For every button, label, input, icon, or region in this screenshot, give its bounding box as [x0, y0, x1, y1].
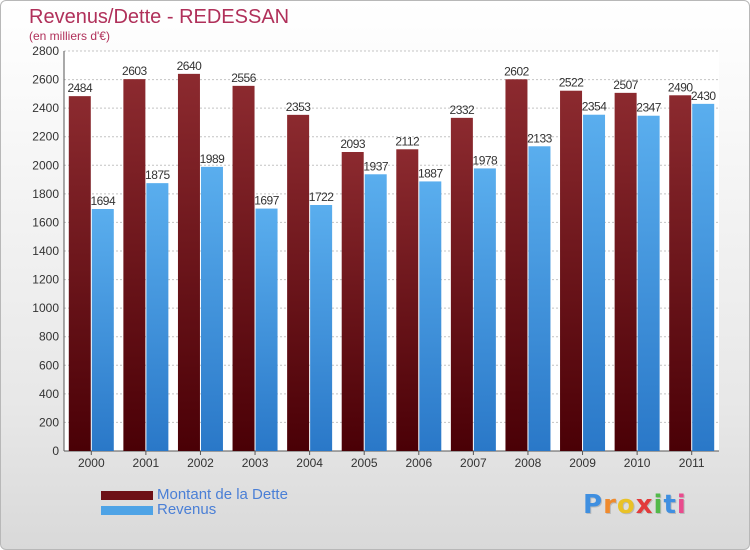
bar-revenus	[473, 168, 496, 451]
bar-dette	[669, 95, 692, 452]
data-label-dette: 2112	[395, 134, 420, 148]
x-tick-label: 2003	[242, 456, 269, 470]
bar-revenus	[637, 115, 660, 451]
data-label-dette: 2507	[613, 78, 639, 92]
logo-letter: i	[676, 490, 687, 520]
y-tick-label: 1600	[32, 215, 59, 229]
bar-revenus	[692, 103, 715, 451]
bar-dette	[232, 85, 255, 451]
x-tick-label: 2002	[187, 456, 214, 470]
data-label-dette: 2490	[668, 80, 694, 94]
x-tick-label: 2006	[405, 456, 432, 470]
logo-letter: i	[653, 490, 664, 520]
x-tick-label: 2000	[78, 456, 105, 470]
data-label-revenus: 1887	[418, 166, 444, 180]
x-tick-label: 2008	[515, 456, 542, 470]
data-label-dette: 2093	[340, 137, 366, 151]
data-label-revenus: 2430	[691, 89, 717, 103]
y-tick-label: 2800	[32, 44, 59, 58]
bar-revenus	[146, 183, 169, 451]
bar-dette	[450, 117, 473, 451]
y-tick-label: 1800	[32, 187, 59, 201]
data-label-dette: 2556	[231, 71, 257, 85]
y-tick-label: 600	[39, 358, 59, 372]
x-tick-label: 2011	[679, 456, 705, 470]
bar-dette	[123, 79, 146, 452]
data-label-dette: 2602	[504, 64, 530, 78]
bar-dette	[68, 96, 91, 452]
x-tick-label: 2001	[133, 456, 160, 470]
data-label-revenus: 2354	[582, 100, 608, 114]
bar-revenus	[583, 114, 606, 451]
logo-letter: P	[583, 490, 604, 520]
bar-dette	[177, 73, 200, 451]
data-label-revenus: 1875	[145, 168, 171, 182]
logo-letter: r	[603, 490, 617, 520]
bar-dette	[505, 79, 528, 452]
bar-revenus	[200, 166, 223, 451]
x-tick-label: 2004	[296, 456, 323, 470]
y-tick-label: 2400	[32, 101, 59, 115]
logo-letter: o	[616, 490, 636, 520]
data-label-dette: 2603	[122, 64, 148, 78]
y-tick-label: 800	[39, 330, 59, 344]
x-tick-label: 2010	[624, 456, 651, 470]
bar-revenus	[310, 205, 333, 451]
bar-dette	[287, 114, 310, 451]
data-label-revenus: 2133	[527, 131, 553, 145]
data-label-revenus: 1989	[200, 152, 226, 166]
legend-label-dette: Montant de la Dette	[157, 486, 288, 503]
x-tick-label: 2009	[569, 456, 596, 470]
data-label-revenus: 1694	[90, 194, 116, 208]
y-tick-label: 1000	[32, 301, 59, 315]
logo-letter: t	[663, 490, 677, 520]
legend-swatch-revenus	[101, 506, 153, 515]
data-label-dette: 2484	[67, 81, 93, 95]
y-tick-label: 2200	[32, 130, 59, 144]
bar-dette	[396, 149, 419, 452]
bar-dette	[614, 92, 637, 451]
y-tick-label: 1400	[32, 244, 59, 258]
data-label-dette: 2332	[450, 103, 476, 117]
bar-revenus	[364, 174, 387, 452]
data-label-dette: 2353	[286, 100, 312, 114]
bar-revenus	[255, 208, 278, 451]
y-tick-label: 2000	[32, 158, 59, 172]
bar-dette	[560, 90, 583, 451]
data-label-revenus: 1978	[473, 153, 499, 167]
chart-title: Revenus/Dette - REDESSAN	[29, 6, 290, 28]
y-tick-label: 1200	[32, 273, 59, 287]
bar-revenus	[528, 146, 551, 452]
legend-label-revenus: Revenus	[157, 501, 217, 518]
logo-letter: x	[635, 490, 654, 520]
legend-swatch-dette	[101, 491, 153, 500]
bar-dette	[341, 152, 364, 451]
data-label-revenus: 2347	[636, 101, 662, 115]
x-tick-label: 2007	[460, 456, 487, 470]
x-tick-label: 2005	[351, 456, 378, 470]
bar-revenus	[91, 209, 114, 451]
data-label-revenus: 1722	[309, 190, 335, 204]
data-label-revenus: 1697	[254, 194, 280, 208]
y-tick-label: 0	[52, 444, 59, 458]
proxiti-logo: Proxiti	[583, 490, 687, 520]
data-label-dette: 2522	[559, 76, 585, 90]
bar-revenus	[419, 181, 442, 451]
data-label-dette: 2640	[177, 59, 203, 73]
y-tick-label: 400	[39, 387, 59, 401]
chart-subtitle: (en milliers d'€)	[29, 29, 110, 43]
y-tick-label: 2600	[32, 73, 59, 87]
y-tick-label: 200	[39, 415, 59, 429]
data-label-revenus: 1937	[363, 159, 389, 173]
